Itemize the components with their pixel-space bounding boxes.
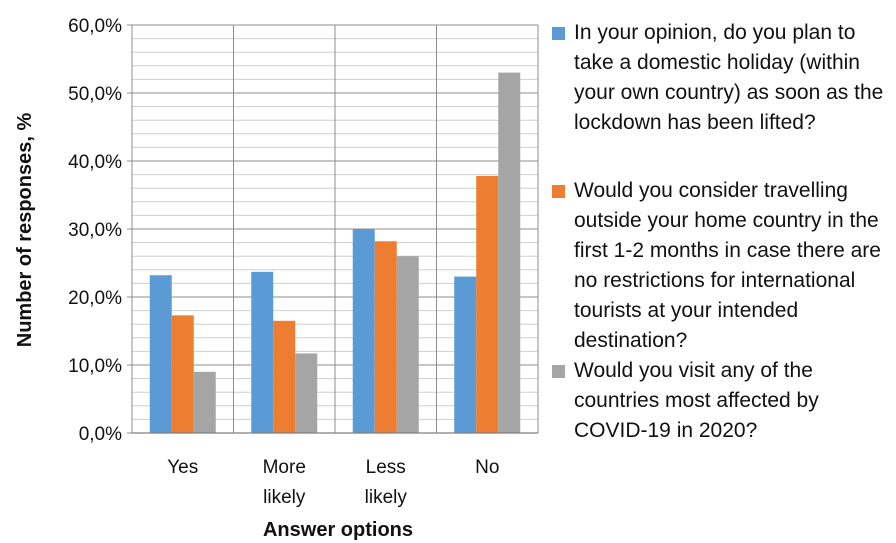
- legend-swatch-orange: [552, 185, 565, 198]
- legend-item-travel-abroad: Would you consider travelling outside yo…: [552, 176, 892, 356]
- y-tick-label: 10,0%: [68, 356, 122, 377]
- x-tick-label: Less: [366, 457, 406, 478]
- bar: [374, 241, 397, 433]
- legend-label: Would you consider travelling outside yo…: [574, 179, 881, 352]
- x-tick-label: More: [263, 457, 306, 478]
- y-tick-label: 40,0%: [68, 152, 122, 173]
- legend: In your opinion, do you plan to take a d…: [552, 18, 892, 446]
- y-tick-label: 50,0%: [68, 84, 122, 105]
- bar: [251, 271, 274, 433]
- y-tick-label: 0,0%: [79, 424, 122, 445]
- legend-item-visit-affected: Would you visit any of the countries mos…: [552, 356, 892, 446]
- axes: 0,0% 10,0% 20,0% 30,0% 40,0% 50,0% 60,0% Yes Mor…: [68, 16, 538, 508]
- bar: [352, 229, 375, 433]
- y-tick-label: 60,0%: [68, 16, 122, 37]
- bar: [396, 256, 419, 433]
- bars: [149, 72, 521, 433]
- x-axis-title: Answer options: [263, 519, 413, 541]
- y-tick-label: 20,0%: [68, 288, 122, 309]
- y-tick-label: 30,0%: [68, 220, 122, 241]
- legend-item-domestic-holiday: In your opinion, do you plan to take a d…: [552, 18, 892, 138]
- x-tick-label: likely: [263, 487, 306, 508]
- x-tick-label: No: [475, 457, 499, 478]
- bar: [454, 276, 477, 433]
- legend-swatch-gray: [552, 365, 565, 378]
- bar: [193, 371, 216, 433]
- bar: [273, 320, 296, 433]
- legend-label: In your opinion, do you plan to take a d…: [574, 21, 884, 134]
- bar: [149, 275, 172, 433]
- grid: [131, 24, 539, 434]
- legend-swatch-blue: [552, 27, 565, 40]
- bar: [498, 72, 521, 433]
- x-tick-label: likely: [365, 487, 408, 508]
- bar: [295, 353, 318, 433]
- bar: [476, 175, 499, 433]
- bar: [171, 315, 194, 433]
- x-tick-label: Yes: [167, 457, 198, 478]
- legend-label: Would you visit any of the countries mos…: [574, 359, 819, 442]
- y-axis-title: Number of responses, %: [14, 113, 36, 348]
